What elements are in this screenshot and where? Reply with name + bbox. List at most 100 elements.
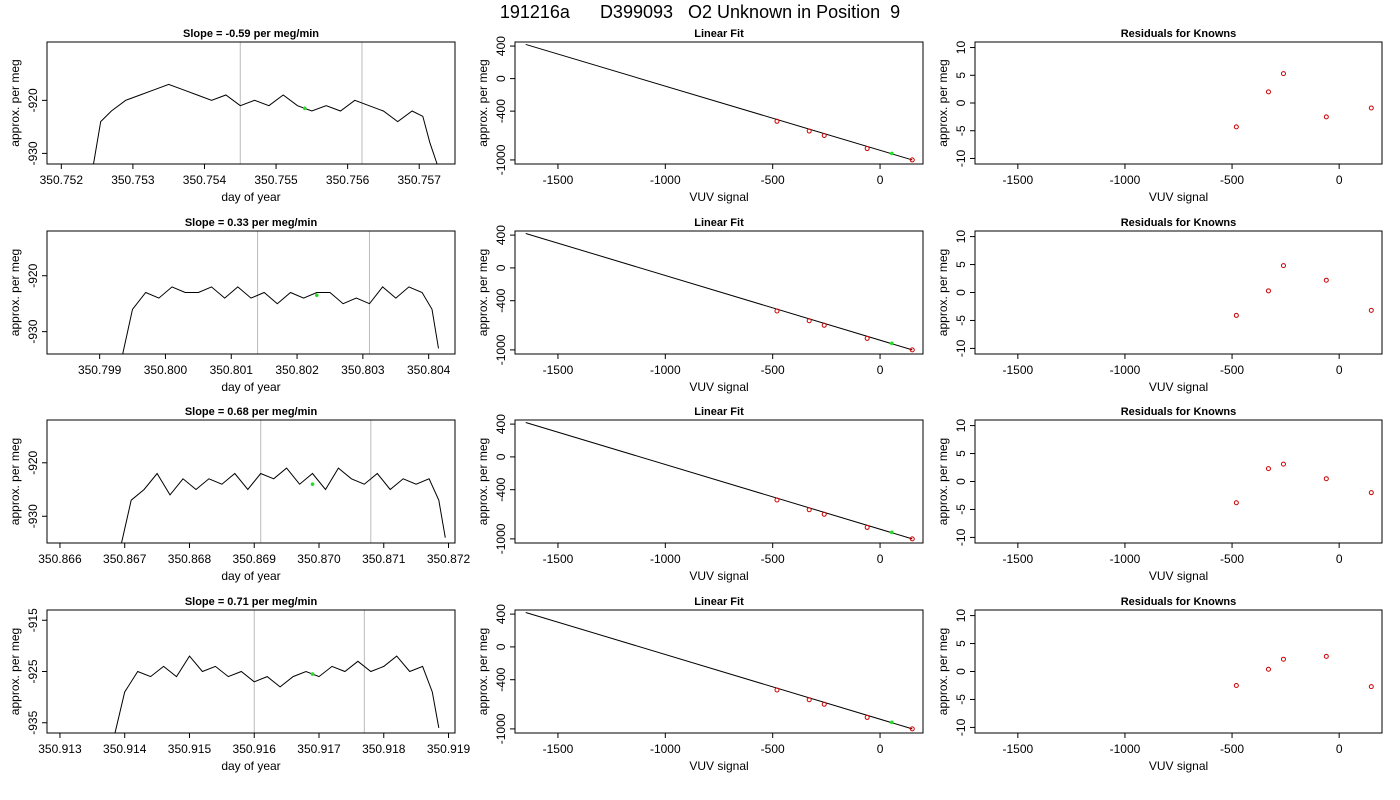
- plot-frame: [514, 41, 924, 165]
- y-axis-label: approx. per meg: [8, 438, 22, 525]
- panel-residuals-row-2: Residuals for Knowns -1500 -1000 -500 0 10 5 0 -…: [936, 217, 1383, 394]
- panel-title: Slope = 0.68 per meg/min: [185, 406, 318, 418]
- y-tick-label: 400: [494, 414, 508, 434]
- y-axis-label: approx. per meg: [476, 59, 490, 146]
- x-axis-label: VUV signal: [1149, 380, 1208, 394]
- x-axis-label: VUV signal: [689, 190, 748, 204]
- known-point: [821, 322, 827, 328]
- fit-line: [525, 43, 913, 161]
- panel-title: Linear Fit: [694, 217, 744, 229]
- panel-title: Linear Fit: [694, 596, 744, 608]
- plot-frame: [46, 419, 456, 544]
- y-tick-label: -920: [26, 88, 40, 112]
- panel-title: Slope = 0.33 per meg/min: [185, 217, 318, 229]
- panel-time-series-row-4: Slope = 0.71 per meg/min 350.913 350.914 35…: [8, 596, 471, 773]
- y-axis-label: approx. per meg: [476, 249, 490, 336]
- known-point: [1323, 476, 1329, 482]
- x-tick-label: -500: [761, 742, 785, 756]
- x-tick-label: -1500: [1002, 173, 1033, 187]
- plot-area: [525, 232, 915, 353]
- y-tick-label: 5: [954, 450, 968, 457]
- x-tick-label: 350.917: [297, 742, 341, 756]
- x-tick-label: -1000: [1110, 363, 1141, 377]
- known-point: [821, 511, 827, 517]
- x-axis-label: day of year: [221, 190, 280, 204]
- y-tick-label: 0: [954, 99, 968, 106]
- y-tick-label: -400: [494, 99, 508, 123]
- y-tick-label: -5: [954, 504, 968, 515]
- plot-area: [525, 611, 915, 732]
- plot-frame: [46, 41, 456, 165]
- x-tick-label: -1000: [1110, 173, 1141, 187]
- y-tick-label: -5: [954, 315, 968, 326]
- x-tick-label: 350.802: [275, 363, 319, 377]
- x-tick-label: 350.916: [233, 742, 277, 756]
- unknown-mean-point: [310, 482, 315, 486]
- x-tick-label: 0: [877, 742, 884, 756]
- y-tick-label: 0: [954, 478, 968, 485]
- panel-title: Linear Fit: [694, 406, 744, 418]
- x-axis-label: VUV signal: [1149, 190, 1208, 204]
- y-tick-label: 10: [954, 41, 968, 55]
- known-point: [821, 701, 827, 707]
- known-point: [909, 347, 915, 353]
- x-tick-label: -500: [1220, 173, 1244, 187]
- fit-line: [525, 232, 913, 351]
- y-tick-label: 5: [954, 640, 968, 647]
- y-tick-label: -10: [954, 718, 968, 736]
- y-axis-label: approx. per meg: [936, 438, 950, 525]
- known-point: [1233, 682, 1239, 688]
- x-tick-label: 350.913: [38, 742, 82, 756]
- y-tick-label: -1000: [494, 713, 508, 744]
- y-tick-label: -5: [954, 694, 968, 705]
- x-axis-label: VUV signal: [689, 759, 748, 773]
- x-tick-label: -1000: [650, 552, 681, 566]
- known-point: [1233, 500, 1239, 506]
- panel-linear-fit-row-4: Linear Fit -1500 -1000 -500 0 400 0 -400 -1000 VU…: [476, 596, 924, 773]
- x-tick-label: 350.804: [407, 363, 451, 377]
- known-point: [774, 497, 780, 503]
- x-tick-label: -1000: [1110, 742, 1141, 756]
- x-tick-label: 350.803: [341, 363, 385, 377]
- known-point: [806, 128, 812, 134]
- x-axis-label: VUV signal: [1149, 569, 1208, 583]
- known-point: [806, 697, 812, 703]
- y-tick-label: -10: [954, 528, 968, 546]
- x-tick-label: -1500: [1002, 742, 1033, 756]
- known-point: [1368, 105, 1374, 111]
- plot-area: [1233, 71, 1374, 130]
- known-point: [1265, 666, 1271, 672]
- x-tick-label: -500: [1220, 363, 1244, 377]
- x-tick-label: 350.918: [362, 742, 406, 756]
- x-tick-label: -1000: [650, 173, 681, 187]
- plot-area: [114, 655, 440, 733]
- x-axis-label: day of year: [221, 569, 280, 583]
- x-tick-label: 0: [1336, 742, 1343, 756]
- x-tick-label: 350.753: [111, 173, 155, 187]
- x-tick-label: -1000: [1110, 552, 1141, 566]
- plot-frame: [46, 230, 456, 355]
- panel-linear-fit-row-3: Linear Fit -1500 -1000 -500 0 400 0 -400 -1000 VU…: [476, 406, 924, 583]
- panel-linear-fit-row-2: Linear Fit -1500 -1000 -500 0 400 0 -400 -1000 VU…: [476, 217, 924, 394]
- sample-id: D399093: [599, 2, 674, 22]
- y-tick-label: 0: [494, 264, 508, 271]
- plot-area: [525, 421, 915, 542]
- panel-title: Residuals for Knowns: [1121, 28, 1237, 40]
- plot-frame: [974, 609, 1383, 734]
- plot-frame: [514, 609, 924, 734]
- plot-area: [1233, 263, 1374, 318]
- known-point: [909, 536, 915, 542]
- x-tick-label: 350.915: [168, 742, 212, 756]
- y-tick-label: -930: [26, 504, 40, 528]
- x-axis-label: VUV signal: [1149, 759, 1208, 773]
- known-point: [909, 157, 915, 163]
- x-tick-label: 0: [877, 363, 884, 377]
- plot-area: [122, 286, 439, 354]
- known-point: [864, 335, 870, 341]
- position-description: O2 Unknown in Position 9: [688, 2, 901, 22]
- y-tick-label: -10: [954, 339, 968, 357]
- y-tick-label: -1000: [494, 334, 508, 365]
- known-point: [774, 118, 780, 124]
- x-tick-label: 350.867: [103, 552, 147, 566]
